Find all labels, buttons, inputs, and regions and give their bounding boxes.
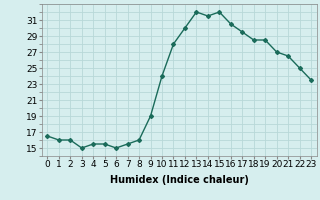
X-axis label: Humidex (Indice chaleur): Humidex (Indice chaleur) bbox=[110, 175, 249, 185]
